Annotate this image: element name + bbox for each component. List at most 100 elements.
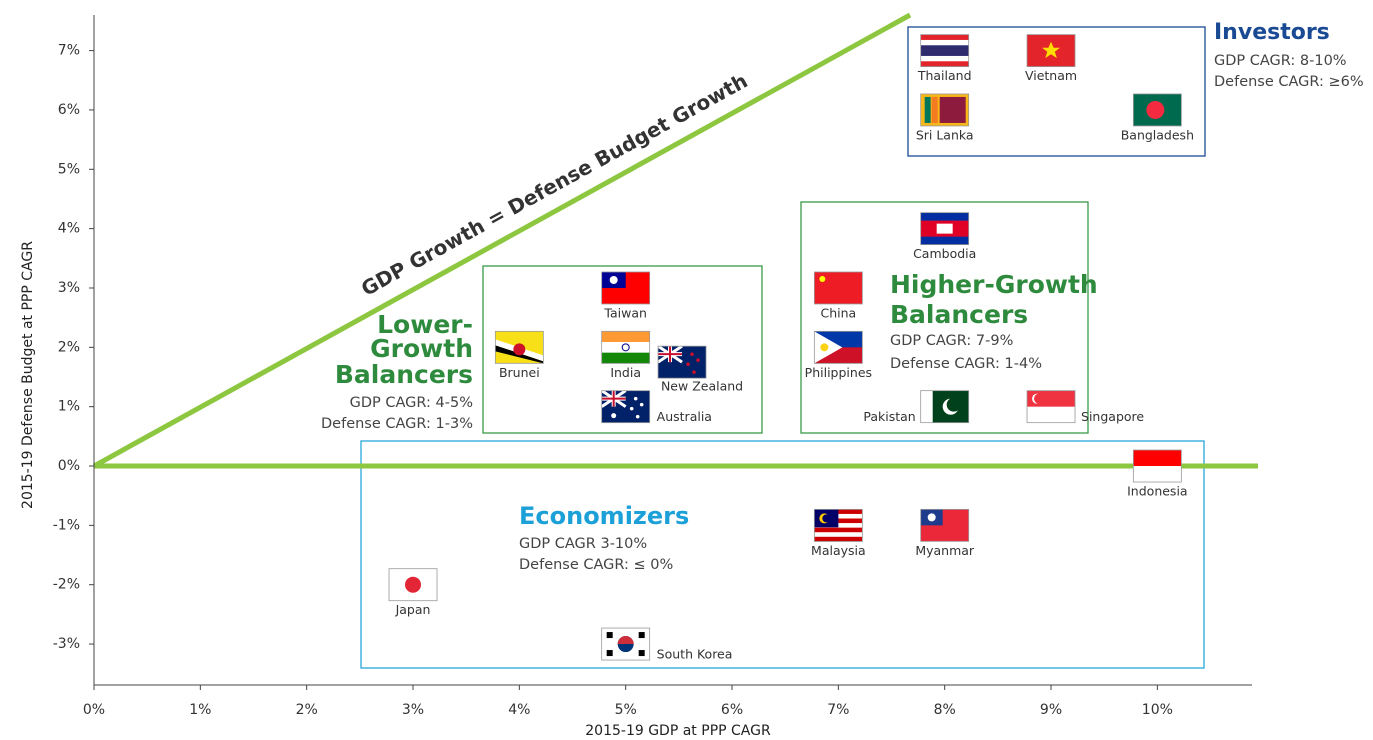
point-label: New Zealand <box>661 379 743 394</box>
flag-part <box>638 650 645 657</box>
x-tick-label: 0% <box>83 702 105 718</box>
flag-marker <box>813 271 863 305</box>
flag-part <box>946 397 961 412</box>
x-tick-label: 8% <box>934 702 956 718</box>
flag-part <box>690 352 694 356</box>
flag-part <box>920 34 970 68</box>
group-title: Lower- <box>377 310 473 339</box>
x-tick-label: 10% <box>1142 702 1173 718</box>
flag-part <box>920 34 969 41</box>
flag-part <box>819 275 826 282</box>
flag-part <box>936 223 953 234</box>
flag-part <box>606 632 613 639</box>
group-description: GDP CAGR: 7-9% <box>890 333 1013 349</box>
point-label: Thailand <box>917 68 972 83</box>
flag-part <box>920 390 933 423</box>
flag-part <box>814 527 863 533</box>
flag-marker <box>1026 34 1076 68</box>
flag-part <box>822 514 831 523</box>
point-label: India <box>610 365 641 380</box>
flag-part <box>601 331 650 343</box>
flag-part <box>696 358 700 362</box>
group-title: Investors <box>1214 20 1330 45</box>
group-box <box>800 201 1089 434</box>
group-description: GDP CAGR: 8-10% <box>1214 53 1347 69</box>
point-label: Australia <box>657 409 712 424</box>
flag-part <box>635 414 640 419</box>
point-label: Philippines <box>805 365 872 380</box>
y-tick-label: 4% <box>58 221 80 237</box>
flag-part <box>1132 93 1182 127</box>
flag-marker <box>388 568 438 602</box>
flag-part <box>388 568 438 602</box>
point-label: Myanmar <box>915 543 975 558</box>
flag-marker <box>920 390 970 424</box>
y-tick-label: 0% <box>58 458 80 474</box>
x-tick-label: 7% <box>827 702 849 718</box>
x-tick-label: 4% <box>508 702 530 718</box>
flag-part <box>939 96 966 123</box>
flag-marker <box>600 389 651 424</box>
flag-marker <box>494 330 544 364</box>
flag-part <box>920 61 969 67</box>
flag-marker <box>601 330 651 364</box>
flag-part <box>405 576 422 593</box>
flag-part <box>920 236 969 245</box>
group-box <box>907 26 1206 157</box>
point-label: Malaysia <box>811 543 866 558</box>
group-title: Balancers <box>890 300 1028 329</box>
flag-part <box>931 96 938 123</box>
flag-part <box>813 271 863 305</box>
y-tick-label: -2% <box>53 577 80 593</box>
y-tick-label: -3% <box>53 636 80 652</box>
group-title: Economizers <box>519 502 689 530</box>
flag-part <box>658 346 683 363</box>
group-description: Defense CAGR: 1-3% <box>321 416 473 432</box>
flag-part <box>814 532 863 538</box>
flag-part <box>638 632 645 639</box>
point-label: Vietnam <box>1025 68 1077 83</box>
flag-part <box>920 50 969 57</box>
flag-part <box>920 508 970 542</box>
flag-part <box>920 390 970 424</box>
flag-part <box>513 343 526 356</box>
flag-part <box>639 402 644 407</box>
y-tick-label: 1% <box>58 399 80 415</box>
flag-marker <box>813 330 863 364</box>
flag-marker <box>601 627 651 661</box>
x-tick-label: 1% <box>189 702 211 718</box>
flag-part <box>920 93 970 127</box>
y-tick-label: -1% <box>53 517 80 533</box>
y-tick-label: 7% <box>58 43 80 59</box>
group-description: GDP CAGR 3-10% <box>519 536 647 552</box>
flag-marker <box>813 508 863 542</box>
point-label: Sri Lanka <box>916 127 974 142</box>
flag-part <box>927 513 936 522</box>
flag-part <box>601 390 651 424</box>
group-description: GDP CAGR: 4-5% <box>350 395 473 411</box>
group-title: Higher-Growth <box>890 270 1098 299</box>
flag-marker <box>1132 93 1182 127</box>
flag-part <box>609 275 618 284</box>
flag-part <box>611 413 617 419</box>
flag-part <box>633 396 638 401</box>
flag-part <box>494 330 544 364</box>
x-axis-title: 2015-19 GDP at PPP CAGR <box>585 723 771 739</box>
x-tick-label: 6% <box>721 702 743 718</box>
y-tick-label: 5% <box>58 161 80 177</box>
group-box <box>482 265 763 434</box>
flag-part <box>629 406 634 411</box>
flag-part <box>601 390 626 407</box>
flag-part <box>601 330 651 364</box>
flag-part <box>1146 100 1165 119</box>
flag-part <box>920 212 969 221</box>
flag-part <box>1132 449 1182 483</box>
flag-part <box>1034 393 1045 404</box>
flag-marker <box>920 212 970 246</box>
point-label: Cambodia <box>913 246 976 261</box>
flag-part <box>920 39 969 46</box>
flag-part <box>601 627 651 661</box>
flag-part <box>814 536 863 542</box>
flag-part <box>1042 41 1061 59</box>
